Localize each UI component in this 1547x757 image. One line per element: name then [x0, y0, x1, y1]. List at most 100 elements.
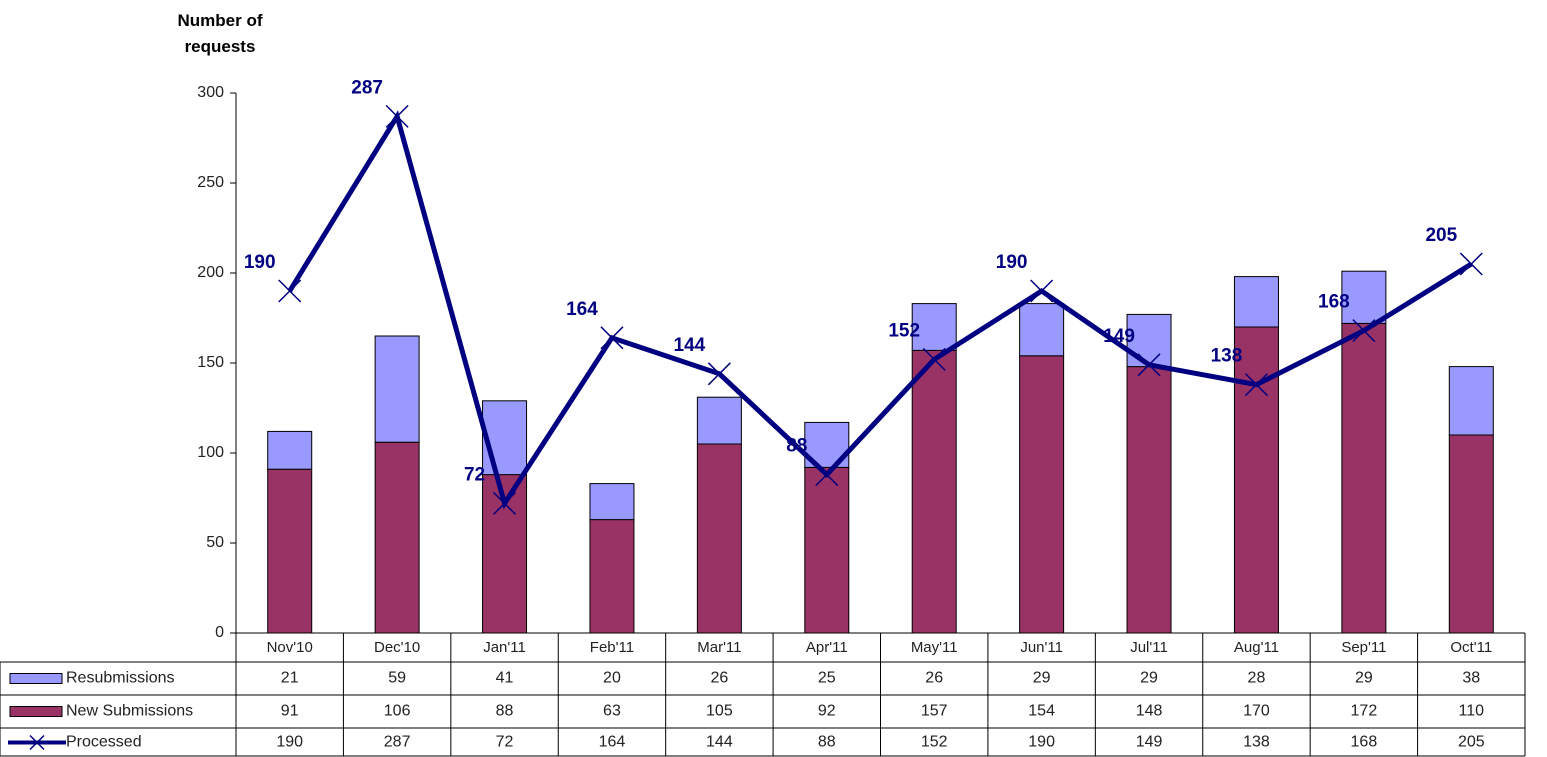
data-label: 138 — [1211, 346, 1243, 367]
data-label: 144 — [674, 335, 706, 356]
table-value: 149 — [1136, 734, 1163, 751]
bar — [589, 483, 635, 521]
table-value: 88 — [818, 734, 836, 751]
y-tick-label: 300 — [197, 84, 224, 101]
y-tick-label: 250 — [197, 174, 224, 191]
x-tick-label: Jul'11 — [1130, 639, 1168, 656]
table-value: 106 — [384, 703, 411, 720]
data-label: 205 — [1425, 225, 1457, 246]
marker — [385, 104, 409, 128]
table-value: 157 — [921, 703, 948, 720]
x-tick-label: Jan'11 — [483, 639, 526, 656]
table-value: 168 — [1351, 734, 1378, 751]
table-value: 287 — [384, 734, 411, 751]
marker — [493, 491, 517, 515]
bar — [267, 430, 313, 470]
table-value: 154 — [1028, 703, 1055, 720]
y-tick-label: 50 — [206, 534, 224, 551]
bar — [374, 335, 420, 443]
table-value: 20 — [603, 670, 621, 687]
table-value: 29 — [1033, 670, 1051, 687]
data-label: 190 — [244, 252, 276, 273]
marker — [1030, 279, 1054, 303]
legend-label: Processed — [66, 734, 142, 751]
y-tick-label: 100 — [197, 444, 224, 461]
legend-key — [9, 673, 63, 684]
y-axis-label: Number of requests — [177, 11, 263, 56]
table-value: 205 — [1458, 734, 1485, 751]
marker — [1244, 373, 1268, 397]
x-tick-label: Jun'11 — [1020, 639, 1063, 656]
x-tick-label: Apr'11 — [806, 639, 848, 656]
data-label: 88 — [786, 436, 807, 457]
x-tick-label: Dec'10 — [374, 639, 420, 656]
marker — [922, 347, 946, 371]
marker — [1459, 252, 1483, 276]
table-value: 29 — [1355, 670, 1373, 687]
marker — [1352, 319, 1376, 343]
x-tick-label: Aug'11 — [1234, 639, 1279, 656]
table-value: 148 — [1136, 703, 1163, 720]
table-value: 21 — [281, 670, 299, 687]
data-label: 287 — [351, 77, 383, 98]
table-value: 38 — [1462, 670, 1480, 687]
table-value: 59 — [388, 670, 406, 687]
table-value: 152 — [921, 734, 948, 751]
bar — [267, 468, 313, 634]
table-value: 164 — [599, 734, 626, 751]
y-tick-label: 0 — [215, 624, 224, 641]
bar — [911, 349, 957, 634]
data-label: 190 — [996, 252, 1028, 273]
bar — [1126, 313, 1172, 368]
x-tick-label: Mar'11 — [697, 639, 741, 656]
y-tick-label: 200 — [197, 264, 224, 281]
table-value: 41 — [496, 670, 514, 687]
x-tick-label: Feb'11 — [590, 639, 634, 656]
line — [287, 110, 1473, 510]
bar — [482, 400, 528, 476]
table-value: 110 — [1459, 703, 1485, 720]
bar — [1341, 322, 1387, 634]
bar — [911, 303, 957, 351]
bar — [804, 466, 850, 634]
bar — [1019, 303, 1065, 357]
bar — [1448, 434, 1494, 634]
legend-key-marker — [29, 734, 45, 751]
bar — [1233, 276, 1279, 328]
table-value: 144 — [706, 734, 733, 751]
bar — [1126, 366, 1172, 634]
x-tick-label: Nov'10 — [267, 639, 313, 656]
table-value: 88 — [496, 703, 514, 720]
data-label: 152 — [888, 320, 920, 341]
legend-label: Resubmissions — [66, 670, 174, 687]
marker — [1137, 353, 1161, 377]
bar — [696, 443, 742, 634]
table-value: 63 — [603, 703, 621, 720]
x-tick-label: Sep'11 — [1341, 639, 1386, 656]
data-label: 72 — [464, 464, 485, 485]
bar — [1233, 326, 1279, 634]
table-value: 190 — [276, 734, 303, 751]
table-value: 26 — [925, 670, 943, 687]
table-value: 105 — [706, 703, 733, 720]
data-label: 149 — [1103, 326, 1135, 347]
data-label: 168 — [1318, 292, 1350, 313]
marker — [600, 326, 624, 350]
legend-key — [9, 706, 63, 717]
y-tick-label: 150 — [197, 354, 224, 371]
table-value: 28 — [1248, 670, 1266, 687]
table-value: 170 — [1243, 703, 1270, 720]
table-value: 25 — [818, 670, 836, 687]
marker — [278, 279, 302, 303]
marker — [815, 463, 839, 487]
table-value: 92 — [818, 703, 836, 720]
legend-label: New Submissions — [66, 703, 193, 720]
table-value: 26 — [710, 670, 728, 687]
x-tick-label: Oct'11 — [1450, 639, 1492, 656]
bar — [589, 519, 635, 634]
table-value: 190 — [1028, 734, 1055, 751]
table-value: 138 — [1243, 734, 1270, 751]
x-tick-label: May'11 — [911, 639, 958, 656]
